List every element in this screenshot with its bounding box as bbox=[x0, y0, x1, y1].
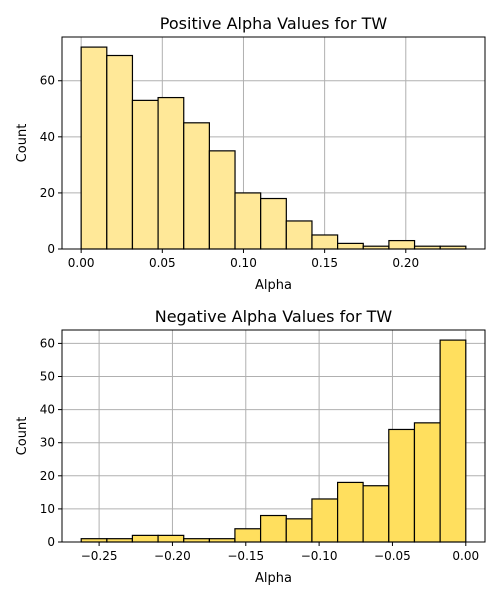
histogram-bar bbox=[285, 220, 313, 250]
y-tick-label: 20 bbox=[40, 186, 55, 200]
histogram-bar bbox=[413, 422, 441, 543]
x-axis-label: Alpha bbox=[255, 278, 292, 293]
x-tick-label: −0.05 bbox=[374, 549, 411, 563]
x-tick-label: 0.15 bbox=[311, 256, 338, 270]
x-tick-label: 0.05 bbox=[149, 256, 176, 270]
y-tick-label: 0 bbox=[47, 535, 55, 549]
x-tick-label: −0.20 bbox=[154, 549, 191, 563]
histogram-bar bbox=[311, 234, 339, 250]
y-tick-label: 10 bbox=[40, 502, 55, 516]
y-tick-label: 60 bbox=[40, 74, 55, 88]
x-tick-label: −0.25 bbox=[81, 549, 118, 563]
y-axis-label: Count bbox=[15, 124, 30, 163]
x-tick-label: 0.10 bbox=[230, 256, 257, 270]
chart-title: Negative Alpha Values for TW bbox=[155, 307, 393, 326]
histogram-bar bbox=[131, 534, 159, 543]
histogram-bar bbox=[311, 498, 339, 543]
histogram-bar bbox=[285, 518, 313, 543]
histogram-bar bbox=[106, 54, 134, 250]
x-axis-label: Alpha bbox=[255, 571, 292, 586]
y-tick-label: 30 bbox=[40, 436, 55, 450]
x-tick-label: 0.00 bbox=[452, 549, 479, 563]
histogram-bar bbox=[259, 514, 287, 543]
histogram-bar bbox=[388, 239, 416, 250]
histogram-bar bbox=[260, 197, 287, 250]
y-tick-label: 40 bbox=[40, 130, 55, 144]
x-tick-label: 0.00 bbox=[68, 256, 95, 270]
y-tick-label: 0 bbox=[47, 242, 55, 256]
x-tick-label: −0.10 bbox=[301, 549, 338, 563]
y-tick-label: 60 bbox=[40, 336, 55, 350]
plot-frame bbox=[61, 36, 486, 250]
histogram-bar bbox=[157, 534, 185, 543]
histogram-bar bbox=[80, 46, 108, 250]
histogram-bar bbox=[337, 242, 364, 250]
y-tick-label: 40 bbox=[40, 403, 55, 417]
histogram-bar bbox=[439, 339, 467, 543]
x-tick-label: −0.15 bbox=[227, 549, 264, 563]
y-tick-label: 50 bbox=[40, 370, 55, 384]
histogram-bar bbox=[131, 99, 159, 250]
histogram-bar bbox=[388, 428, 416, 543]
y-tick-label: 20 bbox=[40, 469, 55, 483]
x-tick-label: 0.20 bbox=[392, 256, 419, 270]
histogram-bar bbox=[234, 528, 262, 543]
histogram-bar bbox=[157, 96, 185, 250]
plot-frame bbox=[61, 329, 486, 543]
histogram-bar bbox=[208, 150, 236, 250]
histogram-bar bbox=[336, 481, 364, 543]
subplot-1: 0.00 0.05 0.10 0.15 0.20 0 20 40 60 Positive Alph… bbox=[15, 14, 486, 293]
chart-title: Positive Alpha Values for TW bbox=[160, 14, 388, 33]
subplot-2: −0.25 −0.20 −0.15 −0.10 −0.05 0.00 0 10 20 30 40 50… bbox=[15, 307, 486, 586]
histogram-bar bbox=[234, 192, 262, 250]
y-axis-label: Count bbox=[15, 417, 30, 456]
histogram-bar bbox=[362, 485, 390, 543]
histogram-bar bbox=[183, 122, 210, 250]
